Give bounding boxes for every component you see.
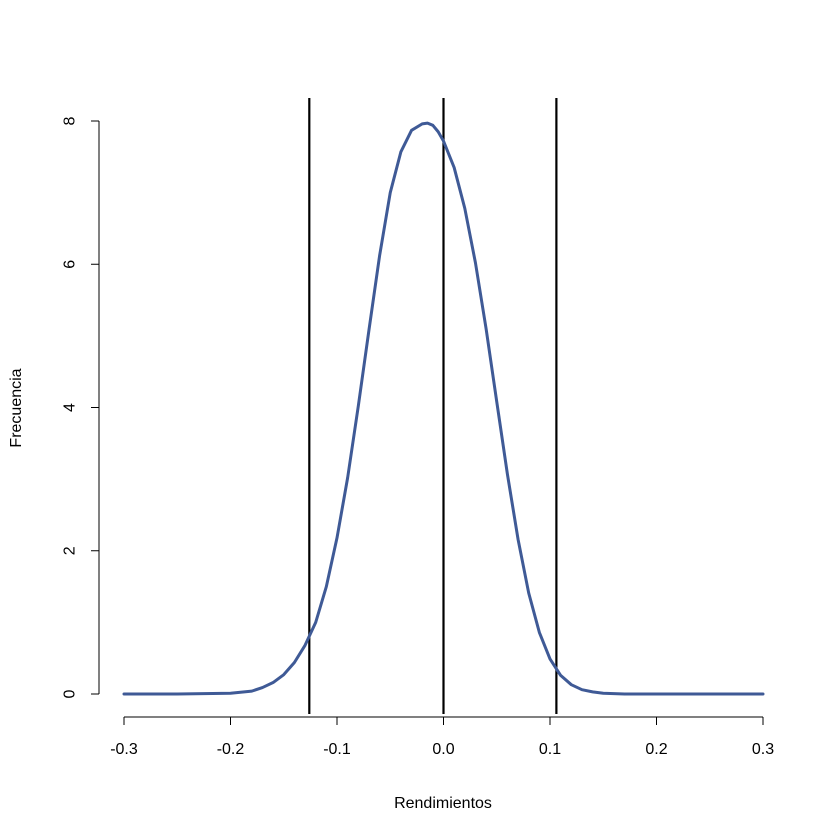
x-tick-label: 0.0: [432, 741, 454, 758]
x-axis-title: Rendimientos: [394, 795, 492, 812]
density-curve-1: [122, 121, 765, 696]
y-tick-label: 4: [62, 403, 79, 412]
y-tick-label: 0: [62, 689, 79, 698]
y-tick-label: 6: [62, 260, 79, 269]
y-axis: 0 2 4 6 8: [62, 116, 100, 698]
x-tick-label: 0.2: [645, 741, 667, 758]
y-tick-label: 8: [62, 116, 79, 125]
x-tick-label: -0.3: [110, 741, 138, 758]
x-tick-label: 0.3: [752, 741, 774, 758]
x-tick-label: -0.1: [323, 741, 351, 758]
x-axis: -0.3 -0.2 -0.1 0.0 0.1 0.2 0.3: [110, 716, 774, 758]
y-axis-title: Frecuencia: [8, 368, 25, 447]
y-tick-label: 2: [62, 546, 79, 555]
x-tick-label: -0.2: [217, 741, 245, 758]
plot-area: [122, 98, 765, 714]
x-tick-label: 0.1: [539, 741, 561, 758]
